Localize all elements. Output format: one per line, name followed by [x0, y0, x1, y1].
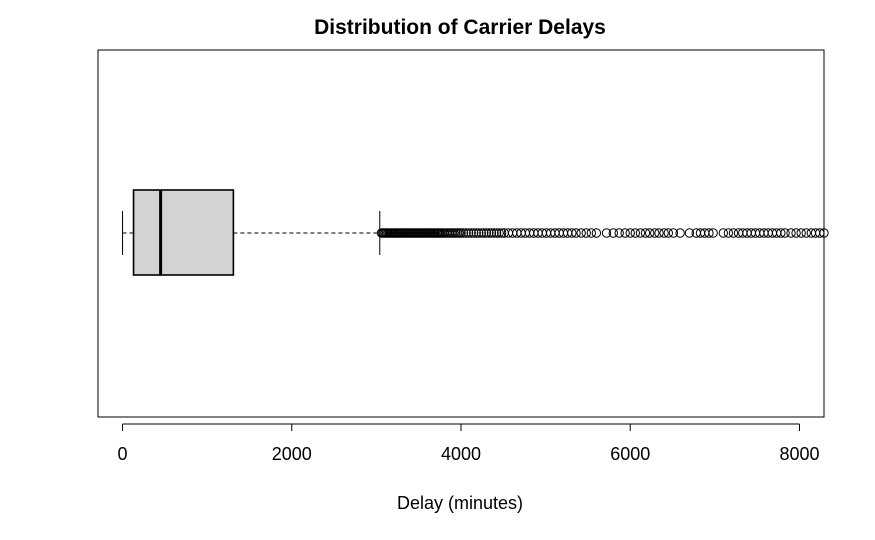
outlier-point [704, 228, 714, 238]
outlier-point [567, 228, 577, 238]
outlier-point [640, 228, 651, 238]
outlier-point [786, 228, 796, 238]
outlier-point [668, 228, 679, 238]
outlier-point [463, 228, 474, 238]
outlier-point [620, 228, 630, 238]
outlier-point [491, 228, 502, 238]
outlier-point [659, 228, 669, 238]
outlier-point [728, 228, 739, 238]
outlier-point [474, 228, 484, 238]
boxplot [122, 189, 381, 276]
outlier-point [630, 228, 641, 238]
outlier-point [461, 228, 471, 238]
outlier-point [635, 228, 646, 238]
outlier-point [796, 228, 806, 238]
x-tick-label: 0 [118, 444, 128, 464]
chart-title: Distribution of Carrier Delays [314, 16, 606, 39]
outlier-point [586, 228, 597, 238]
outlier-point [723, 228, 734, 238]
x-tick-label: 2000 [272, 444, 312, 464]
outlier-point [650, 228, 660, 238]
outlier-point [494, 228, 504, 238]
outlier-point [471, 228, 481, 238]
outlier-point [476, 228, 487, 238]
x-axis-label: Delay (minutes) [397, 493, 523, 513]
outlier-points [376, 228, 829, 238]
outlier-point [776, 228, 786, 238]
outlier-point [718, 228, 729, 238]
outlier-point [663, 228, 674, 238]
outlier-point [468, 228, 479, 238]
outlier-point [576, 228, 586, 238]
outlier-point [496, 228, 507, 238]
x-axis: 0 2000 4000 6000 8000 [118, 423, 819, 464]
outlier-point [601, 228, 612, 238]
outlier-point [481, 228, 492, 238]
outlier-point [479, 228, 489, 238]
outlier-point [625, 228, 635, 238]
iqr-box [132, 189, 235, 276]
outlier-point [581, 228, 591, 238]
outlier-point [815, 228, 825, 238]
outlier-point [489, 228, 499, 238]
outlier-point [571, 228, 581, 238]
outlier-point [466, 228, 476, 238]
outlier-point [486, 228, 497, 238]
x-tick-label: 4000 [441, 444, 481, 464]
outlier-point [456, 228, 466, 238]
outlier-point [801, 228, 811, 238]
outlier-point [654, 228, 664, 238]
outlier-point [791, 228, 801, 238]
outlier-point [614, 228, 624, 238]
outlier-point [675, 228, 685, 238]
outlier-point [684, 228, 695, 238]
outlier-point [591, 228, 602, 238]
outlier-point [458, 228, 469, 238]
outlier-point [484, 228, 494, 238]
outlier-point [819, 228, 829, 238]
outlier-point [780, 228, 790, 238]
x-tick-label: 6000 [610, 444, 650, 464]
outlier-point [708, 228, 718, 238]
outlier-point [608, 228, 619, 238]
outlier-point [644, 228, 655, 238]
x-tick-label: 8000 [779, 444, 819, 464]
